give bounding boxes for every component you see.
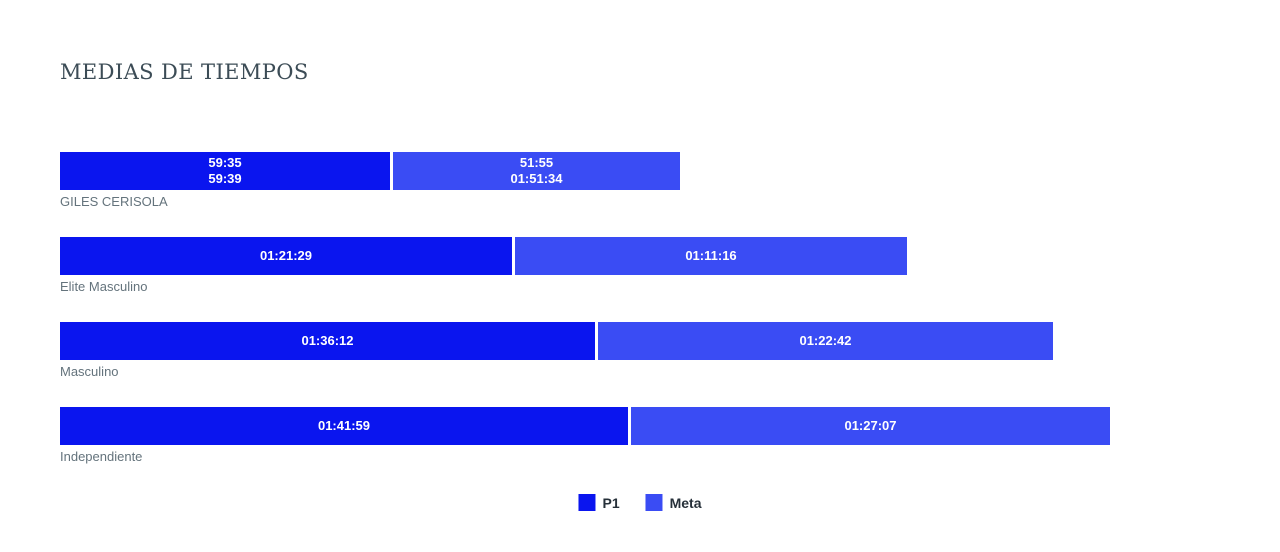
- category-label: Masculino: [60, 364, 119, 379]
- bar-elite-masculino: 01:21:29 01:11:16: [60, 237, 907, 275]
- category-label: Elite Masculino: [60, 279, 148, 294]
- bar-value: 01:51:34: [510, 171, 563, 186]
- chart-row: 59:35 59:39 51:55 01:51:34 GILES CERISOL…: [60, 152, 680, 210]
- bar-value: 01:22:42: [799, 333, 852, 348]
- bar-independiente: 01:41:59 01:27:07: [60, 407, 1110, 445]
- bar-segment-p1[interactable]: 59:35 59:39: [60, 152, 390, 190]
- page-title: MEDIAS DE TIEMPOS: [60, 60, 309, 84]
- bar-segment-meta[interactable]: 01:11:16: [515, 237, 907, 275]
- chart-row: 01:36:12 01:22:42 Masculino: [60, 322, 1053, 380]
- bar-giles-cerisola: 59:35 59:39 51:55 01:51:34: [60, 152, 680, 190]
- chart-row: 01:41:59 01:27:07 Independiente: [60, 407, 1110, 465]
- bar-segment-p1[interactable]: 01:36:12: [60, 322, 595, 360]
- bar-value: 01:27:07: [844, 418, 897, 433]
- category-label: Independiente: [60, 449, 143, 464]
- bar-value: 59:39: [208, 171, 242, 186]
- category-label: GILES CERISOLA: [60, 194, 168, 209]
- bar-value: 51:55: [519, 155, 554, 170]
- legend-swatch-p1-icon: [578, 494, 596, 511]
- legend: P1 Meta: [578, 494, 702, 511]
- bar-masculino: 01:36:12 01:22:42: [60, 322, 1053, 360]
- legend-item-p1[interactable]: P1: [578, 494, 620, 511]
- bar-segment-meta[interactable]: 01:22:42: [598, 322, 1053, 360]
- legend-label: Meta: [669, 494, 702, 511]
- chart-row: 01:21:29 01:11:16 Elite Masculino: [60, 237, 907, 295]
- bar-value: 01:21:29: [259, 248, 313, 263]
- legend-label: P1: [602, 494, 620, 511]
- bar-value: 01:36:12: [301, 333, 354, 348]
- bar-segment-p1[interactable]: 01:21:29: [60, 237, 512, 275]
- bar-value: 01:11:16: [685, 248, 737, 263]
- legend-swatch-meta-icon: [645, 494, 663, 511]
- bar-segment-meta[interactable]: 51:55 01:51:34: [393, 152, 680, 190]
- bar-segment-meta[interactable]: 01:27:07: [631, 407, 1110, 445]
- legend-item-meta[interactable]: Meta: [645, 494, 702, 511]
- bar-value: 01:41:59: [317, 418, 371, 433]
- bar-value: 59:35: [208, 155, 242, 170]
- bar-segment-p1[interactable]: 01:41:59: [60, 407, 628, 445]
